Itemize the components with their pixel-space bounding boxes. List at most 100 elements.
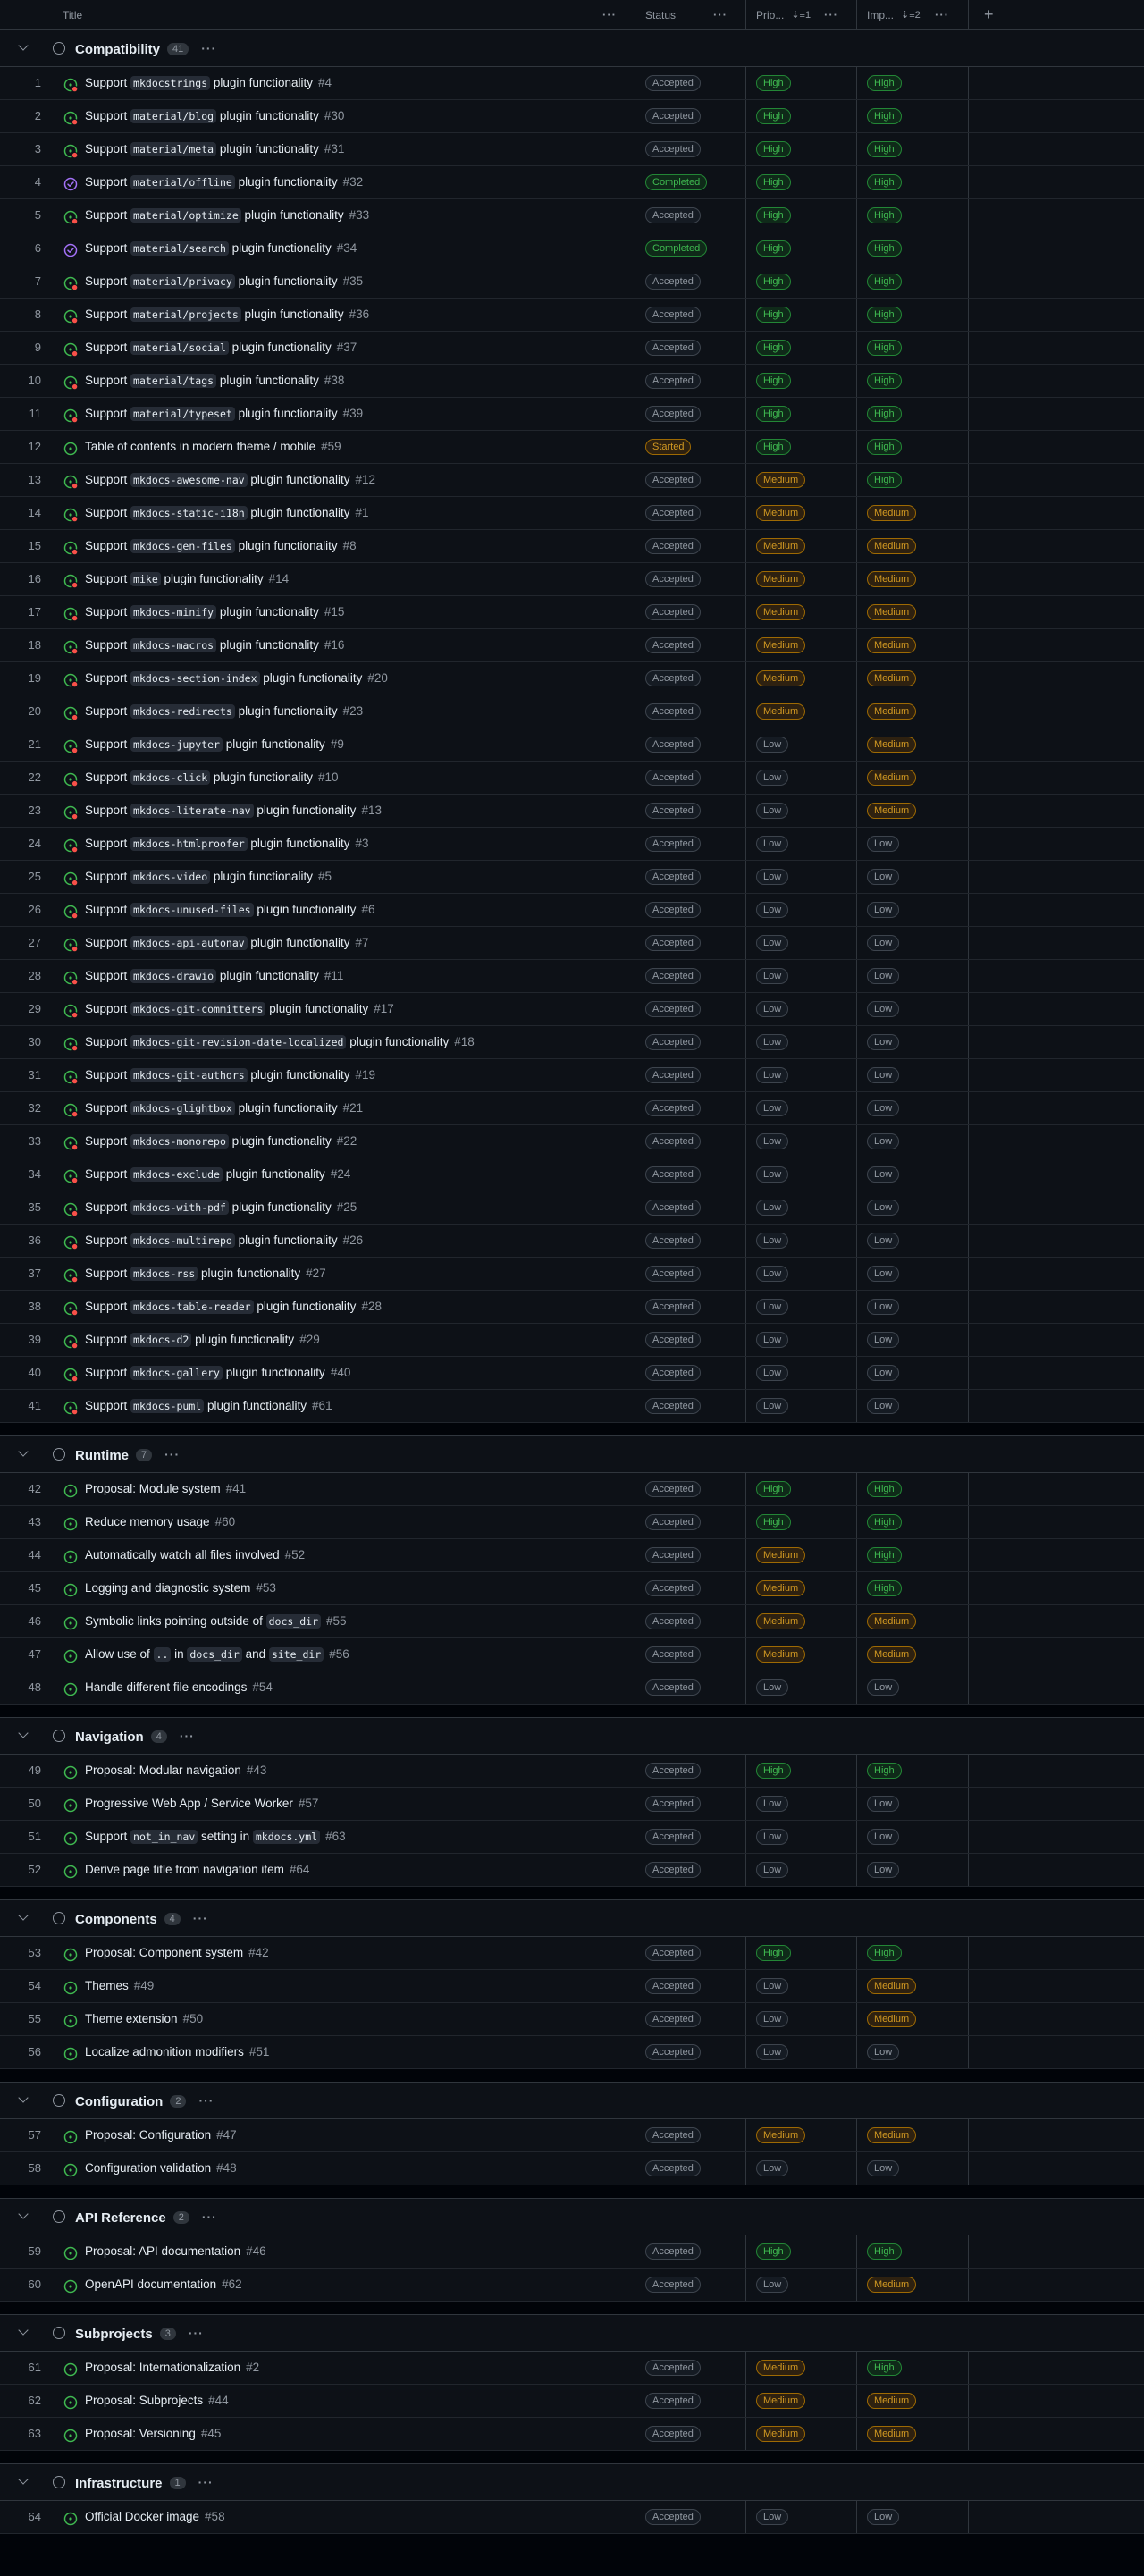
impact-badge[interactable]: Low	[867, 1133, 900, 1149]
issue-title[interactable]: Support material/privacy plugin function…	[85, 274, 364, 289]
impact-badge[interactable]: Medium	[867, 670, 917, 686]
priority-badge[interactable]: Medium	[756, 2127, 806, 2143]
status-badge[interactable]: Accepted	[645, 1796, 701, 1812]
status-badge[interactable]: Accepted	[645, 2393, 701, 2409]
plus-icon[interactable]: +	[984, 5, 994, 23]
status-badge[interactable]: Completed	[645, 174, 708, 190]
issue-number[interactable]: #30	[324, 109, 345, 122]
issue-title[interactable]: Support material/projects plugin functio…	[85, 307, 369, 322]
priority-badge[interactable]: High	[756, 1514, 791, 1530]
issue-number[interactable]: #47	[216, 2128, 237, 2142]
status-badge[interactable]: Accepted	[645, 1646, 701, 1663]
issue-number[interactable]: #35	[342, 274, 364, 288]
status-badge[interactable]: Accepted	[645, 505, 701, 521]
status-badge[interactable]: Accepted	[645, 75, 701, 91]
issue-title[interactable]: Support mkdocs-redirects plugin function…	[85, 704, 364, 719]
status-badge[interactable]: Accepted	[645, 737, 701, 753]
status-badge[interactable]: Accepted	[645, 1679, 701, 1696]
more-icon[interactable]: ···	[824, 8, 838, 21]
group-more-icon[interactable]: ···	[164, 1447, 181, 1461]
status-badge[interactable]: Accepted	[645, 670, 701, 686]
priority-badge[interactable]: Medium	[756, 538, 806, 554]
impact-badge[interactable]: Medium	[867, 604, 917, 620]
issue-title[interactable]: Support material/blog plugin functionali…	[85, 109, 345, 123]
issue-number[interactable]: #59	[321, 440, 341, 453]
status-badge[interactable]: Completed	[645, 240, 708, 257]
issue-number[interactable]: #23	[342, 704, 364, 718]
impact-badge[interactable]: Low	[867, 1067, 900, 1083]
issue-number[interactable]: #54	[252, 1680, 273, 1694]
issue-number[interactable]: #13	[361, 804, 382, 817]
priority-badge[interactable]: Low	[756, 869, 789, 885]
priority-badge[interactable]: Medium	[756, 505, 806, 521]
status-badge[interactable]: Accepted	[645, 2426, 701, 2442]
issue-title[interactable]: Support mkdocs-puml plugin functionality…	[85, 1399, 332, 1413]
chevron-down-icon[interactable]	[18, 2092, 29, 2103]
issue-title[interactable]: Support mkdocs-htmlproofer plugin functi…	[85, 837, 369, 851]
priority-badge[interactable]: Low	[756, 935, 789, 951]
impact-badge[interactable]: Low	[867, 1365, 900, 1381]
priority-badge[interactable]: High	[756, 373, 791, 389]
issue-title[interactable]: Support material/typeset plugin function…	[85, 407, 363, 421]
issue-title[interactable]: Proposal: Subprojects #44	[85, 2394, 229, 2407]
issue-number[interactable]: #7	[355, 936, 369, 949]
chevron-down-icon[interactable]	[18, 2325, 29, 2336]
issue-number[interactable]: #53	[256, 1581, 276, 1595]
issue-title[interactable]: Support mkdocs-with-pdf plugin functiona…	[85, 1200, 357, 1215]
priority-badge[interactable]: Medium	[756, 637, 806, 653]
priority-badge[interactable]: Low	[756, 2277, 789, 2293]
priority-badge[interactable]: High	[756, 274, 791, 290]
issue-number[interactable]: #41	[225, 1482, 247, 1495]
chevron-down-icon[interactable]	[18, 2474, 29, 2485]
status-badge[interactable]: Accepted	[645, 472, 701, 488]
impact-badge[interactable]: Medium	[867, 2127, 917, 2143]
issue-number[interactable]: #51	[248, 2045, 270, 2058]
impact-badge[interactable]: High	[867, 439, 902, 455]
status-badge[interactable]: Accepted	[645, 1514, 701, 1530]
priority-badge[interactable]: Low	[756, 968, 789, 984]
status-badge[interactable]: Accepted	[645, 703, 701, 720]
status-badge[interactable]: Accepted	[645, 1001, 701, 1017]
priority-badge[interactable]: Low	[756, 1034, 789, 1050]
issue-number[interactable]: #42	[248, 1946, 269, 1959]
priority-badge[interactable]: Low	[756, 836, 789, 852]
issue-number[interactable]: #5	[317, 870, 332, 883]
issue-number[interactable]: #64	[289, 1863, 310, 1876]
priority-badge[interactable]: Low	[756, 902, 789, 918]
more-icon[interactable]: ···	[713, 8, 728, 21]
issue-title[interactable]: OpenAPI documentation #62	[85, 2277, 242, 2291]
status-badge[interactable]: Accepted	[645, 2243, 701, 2260]
priority-badge[interactable]: Low	[756, 1100, 789, 1116]
impact-badge[interactable]: High	[867, 2360, 902, 2376]
status-badge[interactable]: Accepted	[645, 2011, 701, 2027]
more-icon[interactable]: ···	[602, 8, 617, 21]
chevron-down-icon[interactable]	[18, 1446, 29, 1457]
issue-title[interactable]: Progressive Web App / Service Worker #57	[85, 1797, 318, 1810]
impact-badge[interactable]: Low	[867, 2044, 900, 2060]
status-badge[interactable]: Accepted	[645, 2127, 701, 2143]
issue-title[interactable]: Support mkdocs-video plugin functionalit…	[85, 870, 332, 884]
issue-number[interactable]: #43	[246, 1764, 267, 1777]
status-badge[interactable]: Accepted	[645, 1332, 701, 1348]
issue-title[interactable]: Support mkdocs-awesome-nav plugin functi…	[85, 473, 375, 487]
impact-badge[interactable]: Medium	[867, 505, 917, 521]
priority-badge[interactable]: Medium	[756, 604, 806, 620]
impact-badge[interactable]: Medium	[867, 2011, 917, 2027]
issue-number[interactable]: #31	[324, 142, 345, 156]
status-column-header[interactable]: Status	[645, 0, 676, 29]
priority-badge[interactable]: High	[756, 174, 791, 190]
status-badge[interactable]: Accepted	[645, 1200, 701, 1216]
issue-number[interactable]: #18	[454, 1035, 475, 1048]
status-badge[interactable]: Accepted	[645, 538, 701, 554]
priority-badge[interactable]: Low	[756, 1978, 789, 1994]
group-more-icon[interactable]: ···	[198, 2475, 214, 2489]
issue-title[interactable]: Support mkdocs-section-index plugin func…	[85, 671, 388, 686]
impact-badge[interactable]: Low	[867, 1299, 900, 1315]
status-badge[interactable]: Accepted	[645, 1580, 701, 1596]
impact-badge[interactable]: High	[867, 340, 902, 356]
issue-number[interactable]: #32	[342, 175, 364, 189]
issue-title[interactable]: Automatically watch all files involved #5…	[85, 1548, 305, 1562]
status-badge[interactable]: Accepted	[645, 1613, 701, 1629]
status-badge[interactable]: Accepted	[645, 1133, 701, 1149]
priority-badge[interactable]: Low	[756, 1266, 789, 1282]
